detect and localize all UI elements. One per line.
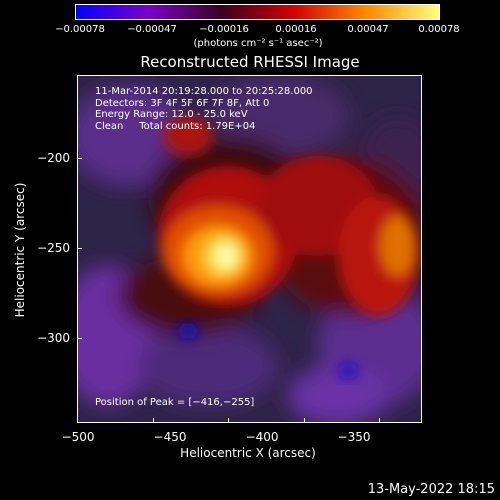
y-tick-label: −250 xyxy=(37,241,70,255)
y-tick-label: −300 xyxy=(37,331,70,345)
colorbar-tick: −0.00047 xyxy=(127,24,177,35)
x-tick-mark xyxy=(77,418,78,423)
info-line: 11-Mar-2014 20:19:28.000 to 20:25:28.000 xyxy=(95,86,313,97)
colorbar xyxy=(75,4,440,20)
info-line: Clean Total counts: 1.79E+04 xyxy=(95,120,256,132)
x-tick-mark xyxy=(228,418,229,423)
colorbar-unit-label: (photons cm⁻² s⁻¹ asec⁻²) xyxy=(193,38,323,49)
rhessi-image xyxy=(77,75,422,423)
plot-title: Reconstructed RHESSI Image xyxy=(140,53,360,71)
render-timestamp: 13-May-2022 18:15 xyxy=(367,482,495,497)
x-tick-label: −450 xyxy=(153,430,187,444)
y-axis-label: Heliocentric Y (arcsec) xyxy=(13,182,27,318)
colorbar-tick: −0.00016 xyxy=(199,24,249,35)
colorbar-tick: 0.00047 xyxy=(347,24,389,35)
colorbar-tick: 0.00078 xyxy=(418,24,460,35)
rhessi-image-canvas xyxy=(78,76,421,422)
y-tick-mark xyxy=(77,158,82,159)
x-tick-label: −350 xyxy=(337,430,371,444)
colorbar-tick: −0.00078 xyxy=(55,24,105,35)
y-tick-mark xyxy=(77,338,82,339)
x-tick-mark xyxy=(304,418,305,423)
x-tick-label: −400 xyxy=(245,430,279,444)
info-line: Detectors: 3F 4F 5F 6F 7F 8F, Att 0 xyxy=(95,97,270,109)
colorbar-tick: 0.00016 xyxy=(275,24,317,35)
y-tick-label: −200 xyxy=(37,151,70,165)
x-axis-label: Heliocentric X (arcsec) xyxy=(180,446,316,460)
x-tick-mark xyxy=(379,418,380,423)
observation-info: 11-Mar-2014 20:19:28.000 to 20:25:28.000… xyxy=(95,86,313,132)
y-tick-mark xyxy=(77,248,82,249)
x-tick-mark xyxy=(153,418,154,423)
peak-position: Position of Peak = [−416,−255] xyxy=(95,397,255,408)
info-line: Energy Range: 12.0 - 25.0 keV xyxy=(95,109,248,120)
x-tick-label: −500 xyxy=(61,430,95,444)
